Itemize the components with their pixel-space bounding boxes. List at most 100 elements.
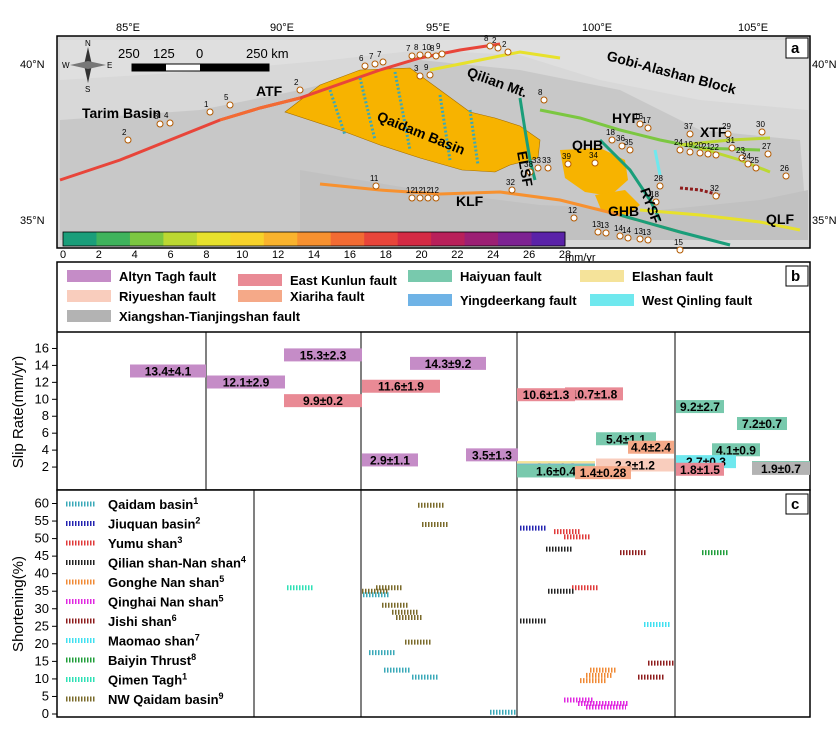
shortening-legend-label: Qinghai Nan shan5: [108, 594, 224, 610]
slip-legend-label: Yingdeerkang fault: [460, 293, 577, 308]
colorbar-tick-label: 26: [523, 249, 535, 261]
slip-bar-label: 1.9±0.7: [761, 462, 801, 476]
shortening-legend-sup: 7: [195, 633, 200, 643]
shortening-legend-label: Qimen Tagh1: [108, 672, 187, 688]
site-marker: [616, 232, 624, 240]
site-number: 27: [762, 142, 771, 151]
site-number: 8: [484, 34, 489, 43]
slip-bar-label: 3.5±1.3: [472, 448, 512, 462]
site-marker: [424, 194, 432, 202]
site-number: 11: [370, 174, 379, 183]
site-number: 26: [780, 164, 789, 173]
site-marker: [166, 119, 174, 127]
site-marker: [408, 194, 416, 202]
compass-e: E: [107, 61, 112, 70]
site-number: 2: [502, 40, 507, 49]
slip-bar: [466, 448, 518, 462]
slip-bars: 13.4±4.112.1±2.915.3±2.39.9±0.214.3±9.21…: [130, 348, 810, 480]
atf-east-line: [219, 96, 301, 122]
site-marker: [591, 159, 599, 167]
site-number: 3: [414, 64, 419, 73]
colorbar-border: [62, 231, 566, 247]
site-number: 13: [592, 220, 601, 229]
site-number: 20: [694, 141, 703, 150]
slip-bar-label: 10.7±1.8: [571, 387, 618, 401]
shortening-legend-sup: 9: [219, 691, 224, 701]
compass-s: S: [85, 85, 90, 94]
shortening-ytick-label: 5: [42, 688, 49, 703]
site-number: 13: [642, 228, 651, 237]
shortening-legend-sup: 5: [219, 594, 224, 604]
shortening-ytick-label: 10: [35, 671, 49, 686]
site-marker: [379, 58, 387, 66]
colorbar-swatch: [163, 232, 198, 246]
site-marker: [526, 168, 534, 176]
slip-legend-label: Elashan fault: [632, 269, 714, 284]
shortening-ylabel: Shortening(%): [10, 556, 27, 652]
shortening-legend-label: Gonghe Nan shan5: [108, 574, 224, 590]
slip-legend-swatch: [408, 270, 452, 282]
qlf-fault-line: [639, 208, 801, 232]
slip-bar: [737, 417, 787, 431]
site-marker: [608, 136, 616, 144]
shortening-legend-sup: 3: [177, 535, 182, 545]
slip-bar-label: 7.2±0.7: [742, 417, 782, 431]
site-marker: [570, 214, 578, 222]
site-marker: [644, 236, 652, 244]
colorbar-unit: mm/yr: [565, 252, 596, 264]
site-marker: [676, 146, 684, 154]
site-number: 1: [204, 100, 209, 109]
site-marker: [124, 136, 132, 144]
site-marker: [724, 130, 732, 138]
slip-legend-swatch: [238, 274, 282, 286]
site-marker: [416, 72, 424, 80]
site-marker: [656, 182, 664, 190]
slip-bar: [207, 375, 285, 389]
colorbar-swatch: [397, 232, 432, 246]
colorbar-swatch: [498, 232, 533, 246]
slip-bar-label: 4.4±2.4: [631, 441, 671, 455]
slip-bar-label: 9.9±0.2: [303, 394, 343, 408]
slip-ytick-label: 10: [35, 391, 49, 406]
site-marker: [758, 128, 766, 136]
site-number: 13: [600, 221, 609, 230]
site-marker: [408, 52, 416, 60]
site-marker: [764, 150, 772, 158]
lon-tick-100: 100°E: [582, 22, 612, 34]
site-number: 12: [406, 186, 415, 195]
shortening-legend-sup: 6: [172, 613, 177, 623]
site-marker: [432, 194, 440, 202]
site-marker: [540, 96, 548, 104]
site-number: 35: [624, 138, 633, 147]
shortening-legend-label: Baiyin Thrust8: [108, 652, 196, 668]
site-number: 38: [524, 160, 533, 169]
site-marker: [544, 164, 552, 172]
label-qhb: QHB: [572, 137, 603, 153]
lon-tick-95: 95°E: [426, 22, 450, 34]
slip-bar: [712, 443, 760, 457]
shortening-legend-sup: 2: [195, 516, 200, 526]
slip-legend-label: Xiariha fault: [290, 289, 365, 304]
site-number: 8: [414, 43, 419, 52]
shortening-legend-label: Yumu shan3: [108, 535, 182, 551]
shortening-ytick-label: 25: [35, 618, 49, 633]
scale-label-0: 0: [196, 46, 203, 61]
colorbar-swatch: [364, 232, 399, 246]
shortening-legend-label: NW Qaidam basin9: [108, 691, 224, 707]
colorbar-swatch: [464, 232, 499, 246]
site-number: 16: [634, 112, 643, 121]
site-marker: [728, 144, 736, 152]
site-number: 18: [650, 190, 659, 199]
site-marker: [432, 52, 440, 60]
panel-a-label: a: [791, 40, 800, 57]
site-marker: [416, 194, 424, 202]
slip-ytick-label: 8: [42, 408, 49, 423]
site-number: 24: [674, 138, 683, 147]
site-number: 4: [164, 111, 169, 120]
site-number: 12: [430, 186, 439, 195]
colorbar-tick-label: 24: [487, 249, 499, 261]
slip-ytick-label: 14: [35, 357, 49, 372]
site-marker: [744, 160, 752, 168]
site-number: 19: [684, 140, 693, 149]
